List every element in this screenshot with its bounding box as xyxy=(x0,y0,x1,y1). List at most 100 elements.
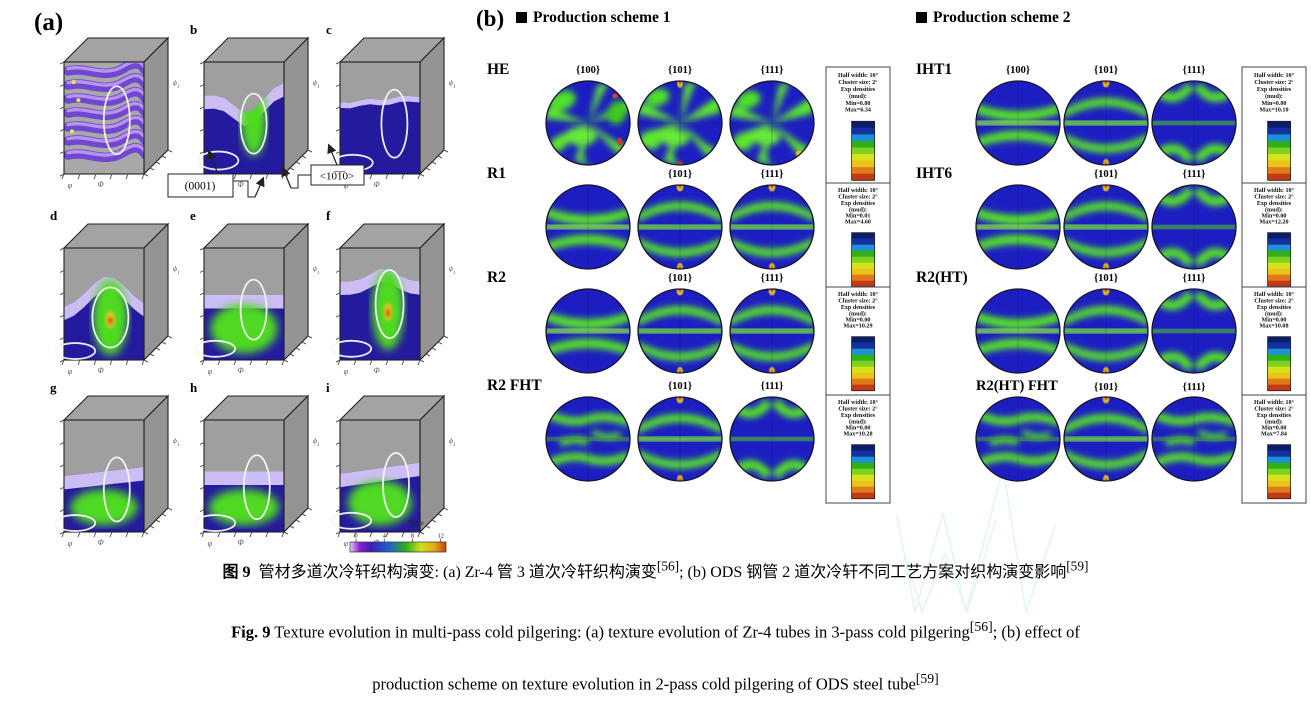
svg-text:Φ: Φ xyxy=(238,366,244,375)
svg-text:Min=0.00: Min=0.00 xyxy=(1262,101,1287,107)
svg-text:Exp densities: Exp densities xyxy=(1257,87,1292,93)
svg-text:IHT6: IHT6 xyxy=(916,165,952,182)
svg-text:(mud):: (mud): xyxy=(1265,206,1283,213)
svg-text:Half width: 10°: Half width: 10° xyxy=(838,399,879,406)
svg-text:(mud):: (mud): xyxy=(849,310,867,317)
svg-text:Cluster size: 2°: Cluster size: 2° xyxy=(838,406,878,413)
svg-text:(mud):: (mud): xyxy=(1265,418,1283,425)
svg-text:{111}: {111} xyxy=(1183,169,1206,180)
svg-text:Exp densities: Exp densities xyxy=(841,201,876,207)
svg-text:φ: φ xyxy=(68,181,73,190)
svg-text:12: 12 xyxy=(438,533,444,540)
svg-text:Max=12.20: Max=12.20 xyxy=(1259,220,1288,226)
svg-text:(a): (a) xyxy=(34,9,63,36)
svg-text:Φ: Φ xyxy=(374,180,380,189)
svg-text:Half width: 10°: Half width: 10° xyxy=(838,187,879,194)
svg-text:(0001): (0001) xyxy=(185,181,216,193)
svg-text:Max=10.29: Max=10.29 xyxy=(843,324,872,330)
svg-text:Max=10.28: Max=10.28 xyxy=(843,432,872,438)
svg-text:Φ: Φ xyxy=(98,180,104,189)
svg-text:IHT1: IHT1 xyxy=(916,61,952,78)
svg-text:Max=6.34: Max=6.34 xyxy=(845,107,871,113)
svg-text:φ: φ xyxy=(344,367,349,376)
svg-text:Φ: Φ xyxy=(98,538,104,547)
svg-text:{101}: {101} xyxy=(1094,382,1118,393)
svg-text:φ: φ xyxy=(208,539,213,548)
svg-text:<10̅1̅0>: <10̅1̅0> xyxy=(320,171,354,183)
svg-text:Cluster size: 2°: Cluster size: 2° xyxy=(838,194,878,201)
svg-text:R2(HT): R2(HT) xyxy=(916,269,968,286)
svg-text:Max=7.84: Max=7.84 xyxy=(1261,432,1287,438)
svg-text:b: b xyxy=(190,22,197,37)
svg-text:8: 8 xyxy=(411,533,414,540)
svg-text:Cluster size: 2°: Cluster size: 2° xyxy=(1254,406,1294,413)
svg-text:(mud):: (mud): xyxy=(849,206,867,213)
svg-text:h: h xyxy=(190,380,198,395)
svg-text:Cluster size: 2°: Cluster size: 2° xyxy=(838,79,878,86)
svg-text:R1: R1 xyxy=(487,165,506,182)
svg-text:Exp densities: Exp densities xyxy=(1257,305,1292,311)
svg-text:φ: φ xyxy=(208,367,213,376)
svg-text:Max=10.10: Max=10.10 xyxy=(1259,107,1288,113)
svg-text:{111}: {111} xyxy=(761,65,784,76)
svg-text:{111}: {111} xyxy=(761,169,784,180)
svg-text:R2: R2 xyxy=(487,269,506,286)
svg-text:Min=0.00: Min=0.00 xyxy=(846,101,871,107)
svg-text:{111}: {111} xyxy=(761,381,784,392)
svg-text:{101}: {101} xyxy=(1094,65,1118,76)
svg-text:f: f xyxy=(326,208,331,223)
svg-text:Production scheme 2: Production scheme 2 xyxy=(933,9,1071,26)
svg-text:(mud):: (mud): xyxy=(1265,310,1283,317)
svg-text:g: g xyxy=(50,380,57,395)
svg-text:Half width: 10°: Half width: 10° xyxy=(838,72,879,79)
svg-text:Half width: 10°: Half width: 10° xyxy=(1254,399,1295,406)
svg-text:{101}: {101} xyxy=(668,65,692,76)
svg-text:Cluster size: 2°: Cluster size: 2° xyxy=(1254,194,1294,201)
svg-text:Half width: 10°: Half width: 10° xyxy=(1254,291,1295,298)
svg-text:{111}: {111} xyxy=(761,273,784,284)
svg-text:(mud):: (mud): xyxy=(849,418,867,425)
svg-text:φ: φ xyxy=(68,539,73,548)
svg-text:Value: Value xyxy=(408,520,423,527)
svg-text:{101}: {101} xyxy=(1094,273,1118,284)
svg-text:Exp densities: Exp densities xyxy=(1257,201,1292,207)
svg-text:{111}: {111} xyxy=(1183,65,1206,76)
svg-text:Φ: Φ xyxy=(98,366,104,375)
svg-text:{101}: {101} xyxy=(668,381,692,392)
svg-text:HE: HE xyxy=(487,61,509,78)
svg-text:Cluster size: 2°: Cluster size: 2° xyxy=(1254,79,1294,86)
svg-text:Max=4.60: Max=4.60 xyxy=(845,220,871,226)
svg-text:Exp densities: Exp densities xyxy=(841,87,876,93)
svg-text:e: e xyxy=(190,208,196,223)
svg-text:{100}: {100} xyxy=(576,65,600,76)
svg-text:{111}: {111} xyxy=(1183,382,1206,393)
svg-text:Φ: Φ xyxy=(238,538,244,547)
svg-text:Max=10.08: Max=10.08 xyxy=(1259,324,1288,330)
svg-text:{111}: {111} xyxy=(1183,273,1206,284)
svg-text:c: c xyxy=(326,22,332,37)
svg-text:Half width: 10°: Half width: 10° xyxy=(1254,187,1295,194)
svg-text:{101}: {101} xyxy=(668,169,692,180)
svg-text:Half width: 10°: Half width: 10° xyxy=(1254,72,1295,79)
svg-text:Cluster size: 2°: Cluster size: 2° xyxy=(838,298,878,305)
svg-text:Half width: 10°: Half width: 10° xyxy=(838,291,879,298)
svg-text:φ: φ xyxy=(344,539,349,548)
svg-text:{101}: {101} xyxy=(1094,169,1118,180)
svg-text:Exp densities: Exp densities xyxy=(1257,413,1292,419)
svg-text:(mud):: (mud): xyxy=(849,93,867,100)
svg-text:(b): (b) xyxy=(476,6,504,31)
svg-text:i: i xyxy=(326,380,330,395)
svg-text:d: d xyxy=(50,208,58,223)
svg-text:R2(HT) FHT: R2(HT) FHT xyxy=(976,378,1058,394)
svg-text:4: 4 xyxy=(383,533,386,540)
svg-text:Production scheme 1: Production scheme 1 xyxy=(533,9,670,26)
svg-text:(mud):: (mud): xyxy=(1265,93,1283,100)
svg-text:{100}: {100} xyxy=(1006,65,1030,76)
svg-text:R2 FHT: R2 FHT xyxy=(487,377,542,394)
svg-text:0: 0 xyxy=(354,533,357,540)
svg-text:φ: φ xyxy=(68,367,73,376)
svg-text:{101}: {101} xyxy=(668,273,692,284)
svg-text:Φ: Φ xyxy=(374,366,380,375)
svg-text:Exp densities: Exp densities xyxy=(841,413,876,419)
svg-text:Exp densities: Exp densities xyxy=(841,305,876,311)
